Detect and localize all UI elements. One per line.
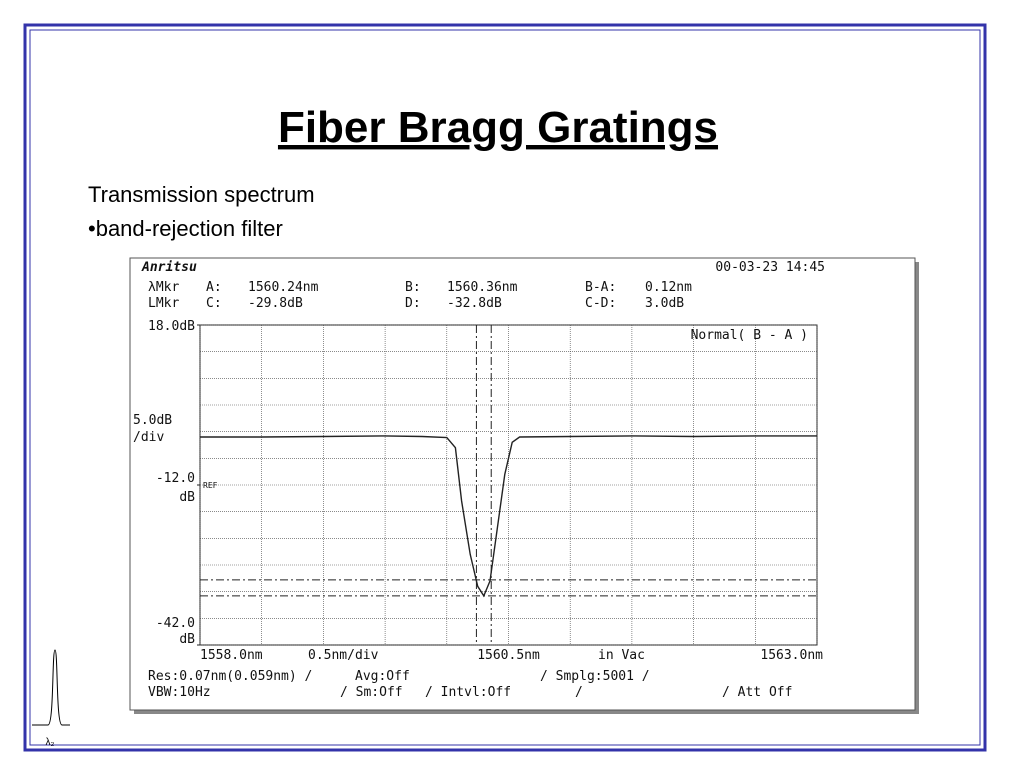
y-unit: dB — [179, 490, 195, 505]
x-scale-label: 0.5nm/div — [308, 648, 379, 663]
mode-label: Normal( B - A ) — [691, 328, 808, 343]
slide-border-inner — [29, 29, 981, 746]
marker-name: D: — [405, 296, 421, 311]
brand: Anritsu — [141, 260, 197, 275]
setting: / Sm:Off — [340, 685, 403, 700]
x-tick-label: 1563.0nm — [760, 648, 823, 663]
trace — [200, 435, 817, 598]
diff-name: C-D: — [585, 296, 616, 311]
slide-title: Fiber Bragg Gratings — [278, 103, 718, 152]
marker-name: B: — [405, 280, 421, 295]
y-scale-label: 5.0dB — [133, 413, 172, 428]
slide-border — [23, 23, 987, 752]
marker-value: -29.8dB — [248, 296, 303, 311]
setting: Res:0.07nm(0.059nm) / — [148, 669, 312, 684]
diff-value: 0.12nm — [645, 280, 692, 295]
ref-label: REF — [203, 481, 218, 490]
timestamp: 00-03-23 14:45 — [715, 260, 825, 275]
x-tick-label: 1558.0nm — [200, 648, 263, 663]
marker-row-label: LMkr — [148, 296, 179, 311]
marker-value: 1560.36nm — [447, 280, 518, 295]
bullet: •band-rejection filter — [88, 216, 283, 241]
marker-value: 1560.24nm — [248, 280, 319, 295]
icon-label: λ₂ — [46, 737, 55, 748]
setting: / Smplg:5001 / — [540, 669, 650, 684]
y-unit: dB — [179, 632, 195, 647]
setting: VBW:10Hz — [148, 685, 211, 700]
x-medium: in Vac — [598, 648, 645, 663]
y-tick-label: -42.0 — [156, 616, 195, 631]
setting: / Att Off — [722, 685, 792, 700]
setting: / — [575, 685, 583, 700]
marker-name: C: — [206, 296, 222, 311]
diff-name: B-A: — [585, 280, 616, 295]
y-tick-label: -12.0 — [156, 471, 195, 486]
setting: Avg:Off — [355, 669, 410, 684]
icon — [32, 649, 70, 726]
marker-name: A: — [206, 280, 222, 295]
marker-value: -32.8dB — [447, 296, 502, 311]
marker-row-label: λMkr — [148, 280, 179, 295]
y-scale-label: /div — [133, 430, 164, 445]
setting: / Intvl:Off — [425, 685, 511, 700]
diff-value: 3.0dB — [645, 296, 684, 311]
y-tick-label: 18.0dB — [148, 319, 195, 334]
bullet: Transmission spectrum — [88, 182, 315, 207]
x-tick-label: 1560.5nm — [477, 648, 540, 663]
